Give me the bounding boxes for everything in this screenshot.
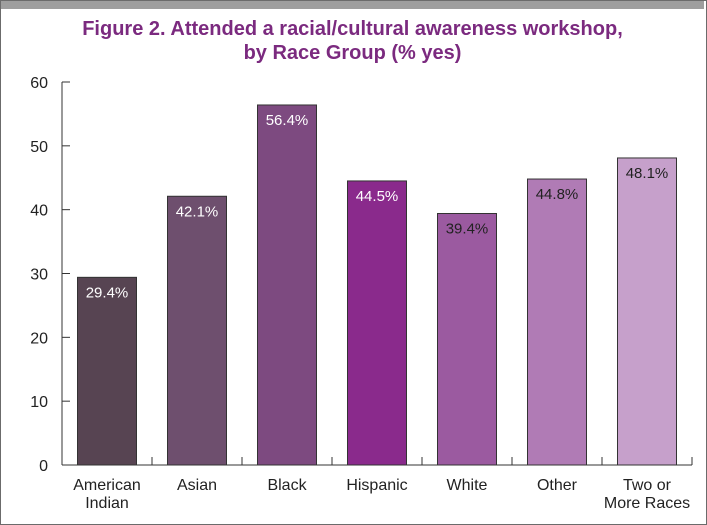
category-label: Indian <box>85 495 129 512</box>
bar <box>347 180 407 466</box>
y-tick-label: 20 <box>30 330 48 347</box>
title-bar <box>1 1 704 9</box>
data-label: 44.8% <box>536 186 579 203</box>
y-tick-label: 60 <box>30 75 48 92</box>
y-tick-label: 50 <box>30 139 48 156</box>
bar <box>437 212 497 466</box>
category-label: Other <box>537 477 578 494</box>
category-label: American <box>73 477 141 494</box>
data-label: 42.1% <box>176 203 219 220</box>
category-label: Two or <box>623 477 672 494</box>
category-label: White <box>447 477 488 494</box>
y-tick-label: 10 <box>30 394 48 411</box>
data-label: 56.4% <box>266 112 309 129</box>
chart-title-line-2: by Race Group (% yes) <box>243 42 462 64</box>
category-label: Asian <box>177 477 217 494</box>
bar <box>77 276 137 466</box>
y-tick-label: 40 <box>30 203 48 220</box>
category-label: More Races <box>604 495 690 512</box>
y-tick-label: 30 <box>30 267 48 284</box>
bar <box>527 178 587 466</box>
data-label: 44.5% <box>356 188 399 205</box>
data-label: 29.4% <box>86 284 129 301</box>
bar <box>167 195 227 466</box>
data-label: 48.1% <box>626 165 669 182</box>
y-tick-label: 0 <box>39 458 48 475</box>
data-label: 39.4% <box>446 220 489 237</box>
category-label: Black <box>267 477 307 494</box>
chart-title-line-1: Figure 2. Attended a racial/cultural awa… <box>82 18 623 40</box>
bar <box>617 157 677 466</box>
bar <box>257 104 317 466</box>
category-label: Hispanic <box>346 477 407 494</box>
chart-title: Figure 2. Attended a racial/cultural awa… <box>0 17 705 65</box>
